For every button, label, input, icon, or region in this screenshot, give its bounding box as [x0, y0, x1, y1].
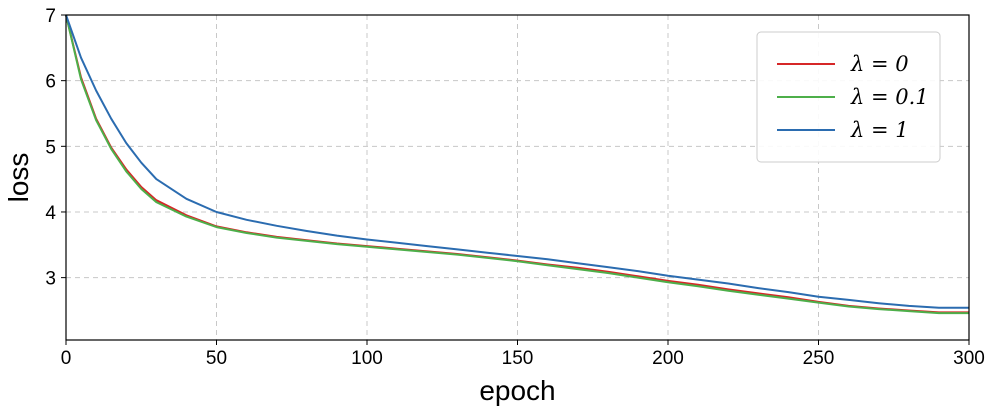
legend: λ = 0 λ = 0.1 λ = 1	[756, 31, 941, 163]
x-tick-label: 0	[61, 348, 72, 369]
y-tick-label: 3	[45, 269, 56, 290]
x-axis-label: epoch	[479, 375, 555, 406]
series-line-2	[65, 14, 969, 309]
ticks: 0 50 100 150 200 250 300 3 4 5 6 7	[45, 6, 984, 369]
series-lines	[65, 14, 969, 315]
y-tick-label: 5	[45, 137, 56, 158]
legend-label-0: λ = 0	[850, 52, 909, 76]
legend-label-1: λ = 0.1	[850, 85, 929, 109]
y-axis-label: loss	[3, 153, 34, 203]
y-tick-label: 7	[45, 6, 56, 27]
x-tick-label: 150	[502, 348, 534, 369]
x-tick-label: 50	[206, 348, 227, 369]
series-line-1	[65, 14, 969, 315]
x-tick-label: 300	[953, 348, 985, 369]
legend-label-2: λ = 1	[850, 118, 909, 142]
y-tick-label: 6	[45, 72, 56, 93]
y-tick-label: 4	[45, 203, 56, 224]
x-tick-label: 250	[803, 348, 835, 369]
x-tick-label: 100	[351, 348, 383, 369]
x-tick-label: 200	[652, 348, 684, 369]
